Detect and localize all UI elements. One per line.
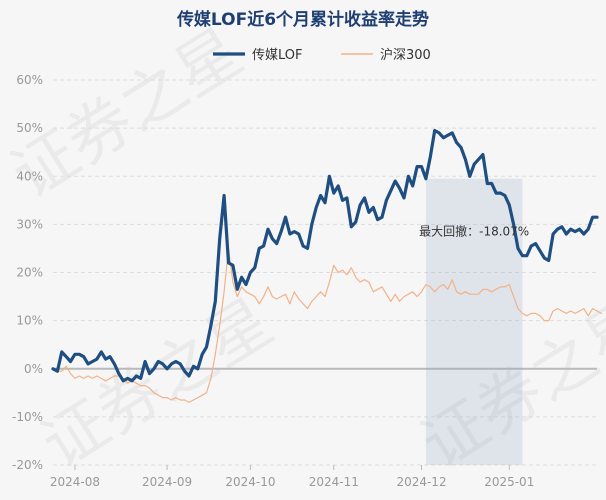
- y-tick-label: 10%: [16, 314, 43, 328]
- y-tick-label: 20%: [16, 266, 43, 280]
- legend: 传媒LOF 沪深300: [213, 47, 431, 63]
- y-tick-label: 30%: [16, 217, 43, 231]
- y-tick-label: -20%: [12, 458, 43, 472]
- x-tick-label: 2025-01: [484, 475, 534, 489]
- x-axis-ticks: 2024-08 2024-09 2024-10 2024-11 2024-12 2025-…: [50, 465, 534, 489]
- y-tick-label: -10%: [12, 410, 43, 424]
- series-line-fund: [51, 128, 599, 383]
- watermark-text-1: 证券之星: [0, 15, 256, 213]
- y-tick-label: 0%: [24, 362, 43, 376]
- y-tick-label: 60%: [16, 73, 43, 87]
- x-tick-label: 2024-08: [50, 475, 100, 489]
- x-tick-label: 2024-12: [396, 475, 446, 489]
- chart-title: 传媒LOF近6个月累计收益率走势: [176, 9, 429, 30]
- x-tick-label: 2024-09: [142, 475, 192, 489]
- y-tick-label: 40%: [16, 169, 43, 183]
- series-lines: [51, 128, 603, 403]
- drawdown-region: [425, 178, 523, 465]
- x-tick-label: 2024-10: [225, 475, 275, 489]
- y-axis-ticks: -20% -10% 0% 10% 20% 30% 40% 50% 60%: [12, 73, 43, 472]
- watermark-text-2: 证券之星: [29, 285, 285, 483]
- y-tick-label: 50%: [16, 121, 43, 135]
- x-tick-label: 2024-11: [309, 475, 359, 489]
- series-line-index: [52, 247, 603, 403]
- drawdown-label: 最大回撤：-18.07%: [419, 224, 529, 239]
- legend-label-fund: 传媒LOF: [252, 48, 303, 63]
- legend-label-index: 沪深300: [380, 47, 431, 63]
